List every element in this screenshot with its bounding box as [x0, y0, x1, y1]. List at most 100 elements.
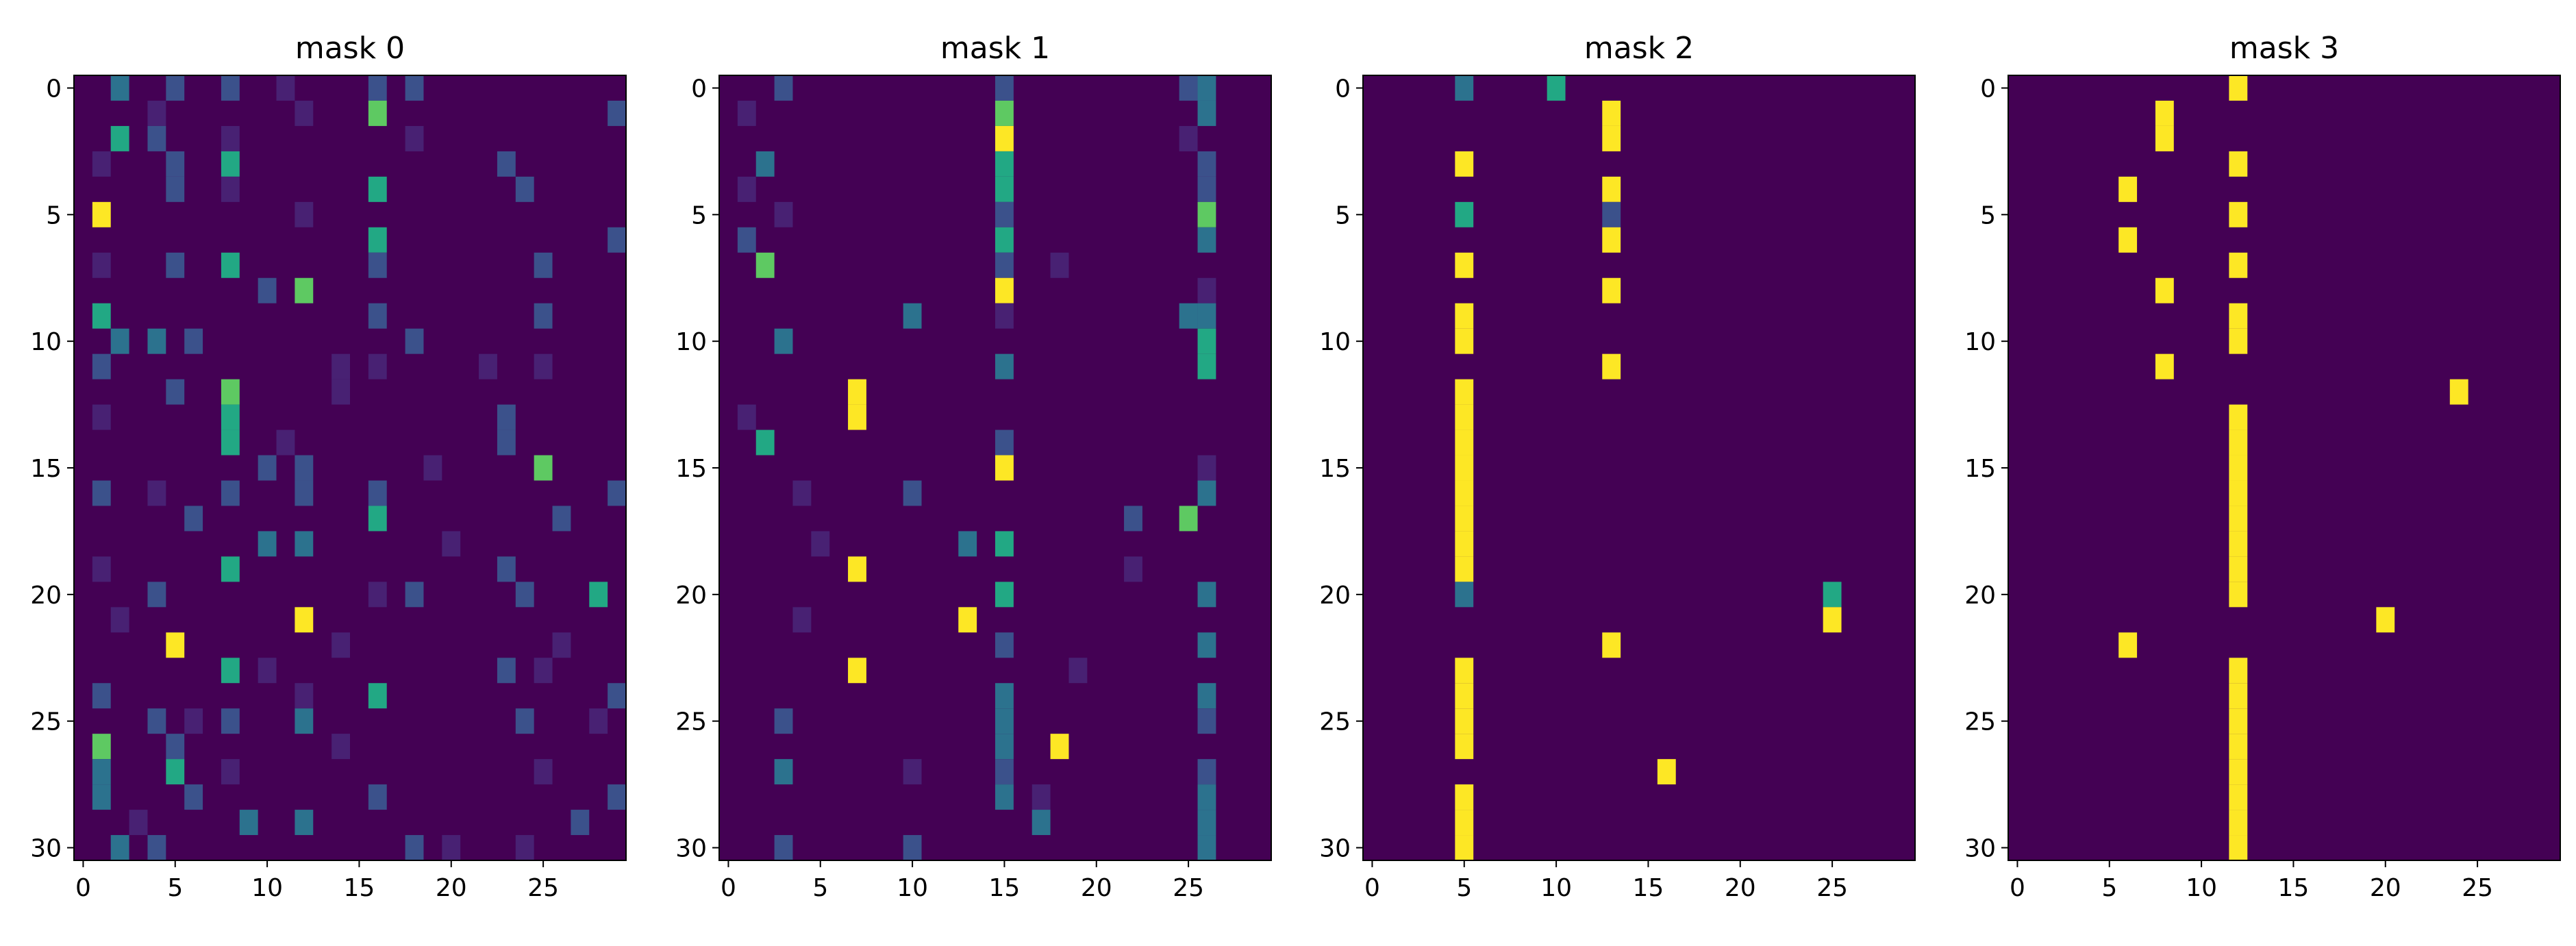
heatmap-cell: [755, 252, 775, 278]
panel-title: mask 1: [940, 31, 1050, 66]
heatmap-cell: [958, 531, 977, 557]
heatmap-cell: [774, 201, 793, 227]
y-tick-label: 5: [1980, 201, 1996, 229]
heatmap-cell: [368, 100, 387, 126]
heatmap-cell: [92, 683, 111, 709]
heatmap-cell: [405, 75, 424, 101]
heatmap-cell: [1197, 784, 1216, 810]
heatmap-cell: [1455, 708, 1474, 734]
heatmap-cell: [1031, 784, 1051, 810]
heatmap-panel-3: mask 3 0 5 10 15 20 25 30 0 5 10 15 20 25: [1964, 31, 2561, 902]
heatmap-cell: [332, 379, 350, 405]
heatmap-cell: [2229, 328, 2248, 354]
heatmap-cell: [903, 835, 922, 860]
y-tick-label: 25: [1319, 708, 1351, 736]
heatmap-cell: [2229, 556, 2248, 582]
heatmap-cell: [497, 430, 516, 456]
heatmap-cell: [552, 632, 571, 658]
heatmap-cell: [1602, 100, 1621, 126]
x-tick-label: 15: [1633, 874, 1664, 902]
heatmap-cell: [295, 810, 314, 836]
heatmap-cell: [147, 708, 166, 734]
heatmap-cell: [368, 252, 387, 278]
x-tick-label: 20: [1725, 874, 1756, 902]
x-tick-label: 0: [1364, 874, 1380, 902]
heatmap-cell: [1455, 734, 1474, 760]
heatmap-cell: [1179, 75, 1198, 101]
heatmap-cell: [995, 277, 1014, 303]
y-tick-label: 10: [1319, 328, 1351, 356]
heatmap-cell: [2229, 430, 2248, 456]
heatmap-cell: [571, 810, 590, 836]
heatmap-cell: [589, 708, 608, 734]
heatmap-cell: [1050, 734, 1069, 760]
heatmap-cell: [221, 759, 240, 785]
heatmap-cell: [737, 176, 756, 202]
heatmap-cell: [995, 353, 1014, 379]
x-tick-label: 0: [2010, 874, 2025, 902]
heatmap-cell: [995, 784, 1014, 810]
heatmap-cell: [1455, 582, 1474, 608]
x-tick-label: 25: [1816, 874, 1848, 902]
heatmap-cell: [239, 810, 258, 836]
heatmap-cell: [774, 75, 793, 101]
heatmap-cell: [110, 835, 129, 860]
y-tick-label: 15: [675, 455, 707, 483]
heatmap-cell: [1197, 100, 1216, 126]
heatmap-cell: [166, 759, 185, 785]
heatmap-cell: [221, 430, 240, 456]
y-tick-label: 5: [691, 201, 707, 229]
plot-background: [2008, 75, 2560, 860]
heatmap-cell: [147, 480, 166, 506]
heatmap-cell: [184, 784, 203, 810]
heatmap-cell: [903, 480, 922, 506]
heatmap-cell: [848, 556, 866, 582]
heatmap-cell: [515, 708, 534, 734]
x-tick-label: 25: [1173, 874, 1204, 902]
heatmap-cell: [608, 100, 626, 126]
heatmap-cell: [1455, 151, 1474, 177]
heatmap-cell: [221, 151, 240, 177]
heatmap-cell: [1455, 328, 1474, 354]
heatmap-cell: [1455, 75, 1474, 101]
heatmap-cell: [479, 353, 497, 379]
heatmap-cell: [92, 734, 111, 760]
heatmap-cell: [2229, 835, 2248, 860]
heatmap-cell: [1197, 480, 1216, 506]
heatmap-cell: [295, 455, 314, 481]
heatmap-cell: [792, 607, 812, 633]
panel-title: mask 2: [1584, 31, 1694, 66]
heatmap-cell: [1197, 328, 1216, 354]
y-tick-label: 30: [1964, 835, 1996, 863]
heatmap-cell: [184, 506, 203, 532]
heatmap-cell: [166, 252, 185, 278]
heatmap-cell: [737, 100, 756, 126]
heatmap-cell: [2229, 582, 2248, 608]
heatmap-cell: [1197, 708, 1216, 734]
heatmap-cell: [258, 531, 277, 557]
heatmap-cell: [1455, 480, 1474, 506]
heatmap-cell: [995, 759, 1014, 785]
heatmap-cell: [1197, 810, 1216, 836]
heatmap-cell: [405, 125, 424, 151]
x-tick-label: 20: [436, 874, 467, 902]
heatmap-cell: [221, 404, 240, 430]
heatmap-cell: [2229, 759, 2248, 785]
heatmap-cell: [2155, 353, 2174, 379]
y-tick-label: 0: [1980, 75, 1996, 103]
y-tick-label: 30: [1319, 835, 1351, 863]
y-tick-label: 25: [30, 708, 62, 736]
heatmap-cell: [221, 708, 240, 734]
heatmap-cell: [2229, 531, 2248, 557]
heatmap-cell: [92, 252, 111, 278]
heatmap-cell: [1823, 607, 1842, 633]
heatmap-cell: [2229, 734, 2248, 760]
heatmap-cell: [147, 835, 166, 860]
heatmap-cell: [1455, 835, 1474, 860]
heatmap-cell: [2155, 125, 2174, 151]
heatmap-cell: [147, 582, 166, 608]
y-tick-label: 30: [30, 835, 62, 863]
x-tick-label: 0: [721, 874, 736, 902]
heatmap-cell: [995, 455, 1014, 481]
heatmap-cell: [368, 683, 387, 709]
